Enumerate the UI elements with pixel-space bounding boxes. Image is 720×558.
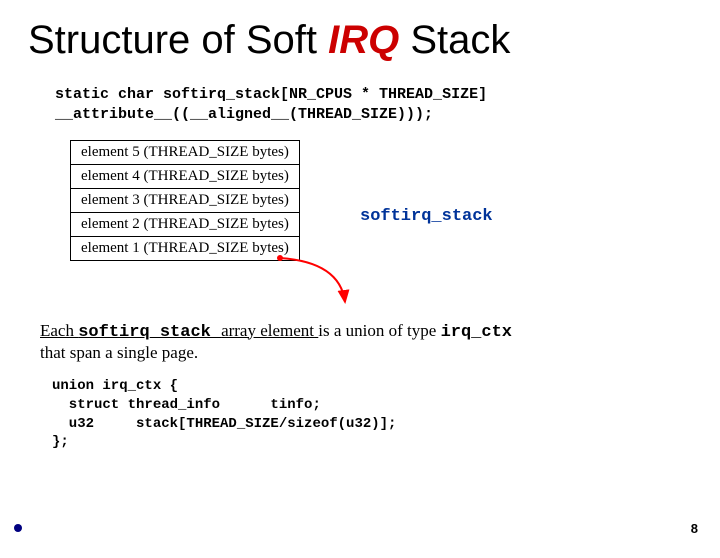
arrow-icon [250, 252, 390, 322]
code-line-1: static char softirq_stack[NR_CPUS * THRE… [55, 85, 720, 105]
stack-row: element 4 (THREAD_SIZE bytes) [71, 164, 300, 188]
slide-title: Structure of Soft IRQ Stack [28, 18, 720, 63]
title-suffix: Stack [399, 18, 510, 62]
explain-mono2: irq_ctx [441, 323, 512, 342]
union-code-block: union irq_ctx { struct thread_info tinfo… [52, 377, 720, 453]
explain-p2: array element [221, 321, 314, 340]
stack-row: element 1 (THREAD_SIZE bytes) [71, 236, 300, 260]
title-prefix: Structure of Soft [28, 18, 328, 62]
bullet-icon [14, 524, 22, 532]
code-declaration: static char softirq_stack[NR_CPUS * THRE… [55, 85, 720, 126]
page-number: 8 [691, 521, 698, 536]
stack-row: element 2 (THREAD_SIZE bytes) [71, 212, 300, 236]
title-emph: IRQ [328, 18, 399, 62]
stack-row: element 3 (THREAD_SIZE bytes) [71, 188, 300, 212]
stack-row: element 5 (THREAD_SIZE bytes) [71, 140, 300, 164]
code-line-2: __attribute__((__aligned__(THREAD_SIZE))… [55, 105, 720, 125]
explain-line: Each softirq_stack array element is a un… [0, 320, 720, 343]
stack-label: softirq_stack [360, 207, 493, 226]
explain-p3: is a union of type [318, 321, 440, 340]
stack-table: element 5 (THREAD_SIZE bytes) element 4 … [70, 140, 300, 261]
explain-mono1: softirq_stack [78, 323, 221, 342]
explain-p1: Each [40, 321, 78, 340]
explain-line2: that span a single page. [40, 343, 720, 363]
stack-diagram: element 5 (THREAD_SIZE bytes) element 4 … [70, 140, 630, 320]
